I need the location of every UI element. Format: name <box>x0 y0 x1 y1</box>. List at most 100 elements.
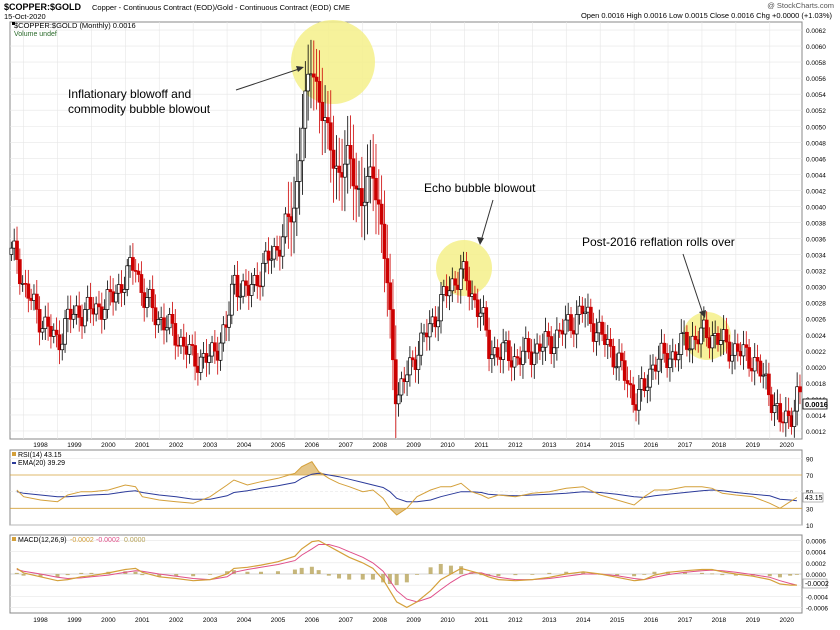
candle-body <box>125 265 130 290</box>
candle <box>478 298 483 331</box>
candle-body <box>97 303 101 308</box>
candle <box>786 397 791 429</box>
candle <box>122 276 127 306</box>
x-tick-label-top: 2015 <box>610 442 625 449</box>
macd-line <box>16 539 797 609</box>
candle-body <box>190 344 195 346</box>
candle-body <box>359 188 364 207</box>
candle <box>769 386 774 421</box>
candle <box>515 349 520 366</box>
candle-body <box>668 358 672 368</box>
candle-body <box>343 163 347 178</box>
candle-body <box>761 374 766 377</box>
candle <box>679 319 684 369</box>
candle-body <box>501 342 506 360</box>
candle <box>761 362 766 389</box>
candle-body <box>393 359 398 405</box>
candle <box>583 298 587 328</box>
price-y-tick-label: 0.0036 <box>806 237 826 244</box>
macd-legend: MACD(12,26,9) <box>18 537 67 544</box>
x-tick-label-bottom: 2008 <box>372 617 387 624</box>
macd-hist-bar <box>360 574 365 580</box>
candle-body <box>396 394 401 405</box>
candle-body <box>9 247 14 255</box>
candle <box>317 50 322 134</box>
candle-body <box>193 345 197 367</box>
candle <box>637 374 641 425</box>
candle <box>685 325 689 357</box>
price-y-tick-label: 0.0054 <box>806 92 826 99</box>
candle <box>676 342 681 372</box>
candle <box>798 374 802 405</box>
annotation-inflationary-2: commodity bubble blowout <box>68 102 211 116</box>
macd-last-tag <box>802 578 828 589</box>
candle <box>464 251 469 291</box>
candle-body <box>385 258 390 284</box>
candle <box>328 90 333 183</box>
price-y-tick-label: 0.0042 <box>806 188 826 195</box>
price-y-tick-label: 0.0038 <box>806 220 826 227</box>
candle <box>391 279 395 391</box>
macd-hist-bar <box>337 574 342 579</box>
candle-body <box>521 350 525 365</box>
candle-body <box>588 306 593 324</box>
macd-hist-bar <box>133 571 138 574</box>
candle-body <box>716 333 720 345</box>
candle-body <box>645 386 650 391</box>
candle <box>218 332 223 371</box>
chart-date: 15-Oct-2020 <box>4 12 46 21</box>
chart-description: Copper - Continuous Contract (EOD)/Gold … <box>92 3 351 12</box>
macd-hist-bar <box>615 574 620 576</box>
last-price-tag <box>802 398 828 410</box>
candle <box>699 314 703 358</box>
macd-hist-bar <box>208 574 213 575</box>
candle <box>193 331 197 381</box>
candle <box>526 331 531 359</box>
candle-body <box>600 321 604 335</box>
candle-body <box>88 296 93 310</box>
macd-legend-swatch <box>12 537 16 541</box>
price-y-tick-label: 0.0014 <box>806 413 826 420</box>
rsi-last-label: 43.15 <box>805 495 823 502</box>
candle <box>173 309 178 360</box>
candle <box>238 283 243 310</box>
candle-body <box>40 328 45 333</box>
candle <box>631 376 636 413</box>
candle-body <box>786 410 791 417</box>
candle <box>213 330 217 364</box>
macd-hist-bar <box>682 572 687 574</box>
price-y-tick-label: 0.0044 <box>806 172 826 179</box>
x-tick-label-bottom: 2017 <box>678 617 693 624</box>
price-y-tick-label: 0.0012 <box>806 429 826 436</box>
candle <box>399 371 404 403</box>
x-tick-label-bottom: 2005 <box>271 617 286 624</box>
macd-y-tick-label: 0.0000 <box>806 572 826 579</box>
candle-body <box>303 90 308 129</box>
candle <box>744 331 749 362</box>
candle-body <box>365 176 370 203</box>
candle <box>40 320 45 340</box>
macd-hist-bar <box>642 574 647 575</box>
macd-hist-bar <box>720 574 725 576</box>
candle-body <box>427 323 432 338</box>
candle <box>693 325 698 351</box>
candle-body <box>162 317 166 331</box>
rsi-panel <box>9 449 803 526</box>
candle <box>495 339 500 366</box>
candle-body <box>331 149 336 169</box>
x-tick-label-top: 2004 <box>237 442 252 449</box>
candle <box>283 207 288 244</box>
candle-body <box>724 329 729 343</box>
price-y-tick-label: 0.0040 <box>806 204 826 211</box>
macd-hist-bar <box>788 574 793 576</box>
candle <box>275 235 279 261</box>
price-y-tick-label: 0.0024 <box>806 333 826 340</box>
candle-body <box>297 160 302 182</box>
macd-hist-bar <box>292 569 297 574</box>
candle <box>255 262 260 299</box>
candle-body <box>207 355 212 363</box>
macd-histogram <box>14 563 799 586</box>
candle-body <box>300 127 305 162</box>
candle <box>467 266 472 311</box>
x-tick-label-bottom: 2009 <box>406 617 421 624</box>
